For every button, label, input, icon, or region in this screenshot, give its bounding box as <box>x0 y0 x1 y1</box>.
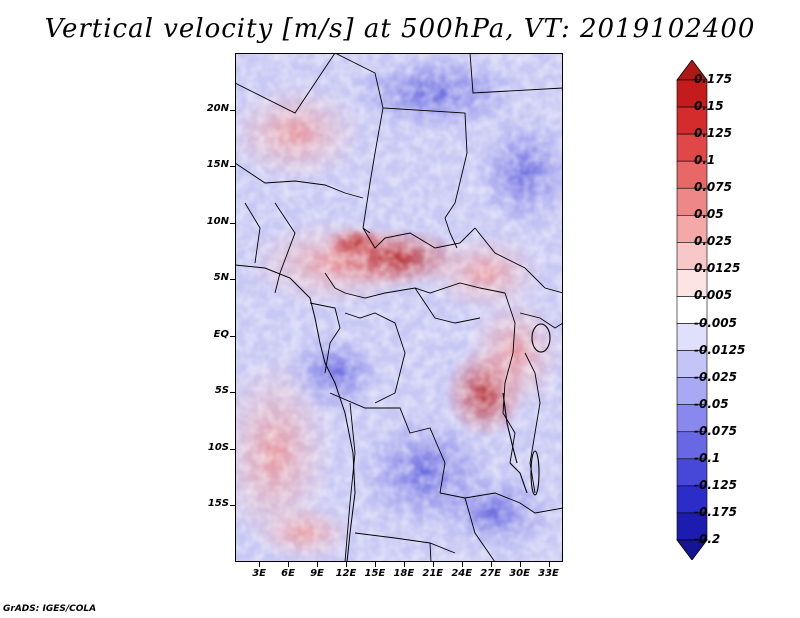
map-border <box>235 53 563 562</box>
grads-credit: GrADS: IGES/COLA <box>3 604 97 614</box>
lat-tick-mark <box>230 448 235 450</box>
map-title: Vertical velocity [m/s] at 500hPa, VT: 2… <box>44 14 756 44</box>
lon-tick-mark <box>259 562 261 567</box>
colorbar-tick-label: -0.1 <box>694 450 721 465</box>
colorbar-bin <box>676 106 708 135</box>
colorbar-bin <box>676 485 708 514</box>
lon-tick-label: 30E <box>509 568 530 579</box>
colorbar-tick-label: -0.175 <box>694 504 737 519</box>
colorbar-tick-label: 0.0125 <box>694 261 741 276</box>
lat-tick-mark <box>230 335 235 337</box>
lon-tick-mark <box>432 562 434 567</box>
colorbar-tick-label: -0.2 <box>694 532 721 546</box>
lon-tick-mark <box>519 562 521 567</box>
country-borders <box>235 53 563 562</box>
lon-tick-mark <box>403 562 405 567</box>
colorbar-bin <box>676 269 708 297</box>
colorbar-bin <box>676 323 708 351</box>
colorbar-tick-label: 0.05 <box>694 207 724 222</box>
lon-tick-label: 9E <box>310 568 324 579</box>
lon-tick-label: 24E <box>451 568 473 579</box>
colorbar-bin <box>676 187 708 216</box>
lon-tick-mark <box>345 562 347 567</box>
lat-tick-mark <box>230 279 235 281</box>
lat-tick-mark <box>230 392 235 394</box>
lon-tick-mark <box>317 562 318 567</box>
colorbar-tick-label: 0.1 <box>694 153 716 168</box>
colorbar-bin <box>676 242 708 270</box>
colorbar-tick-label: -0.0125 <box>694 342 746 357</box>
colorbar-tick-label: -0.025 <box>694 369 737 384</box>
lon-tick-label: 21E <box>422 568 444 579</box>
lon-tick-label: 12E <box>335 568 357 579</box>
lat-tick-label: 15N <box>206 159 229 171</box>
lon-tick-mark <box>461 562 463 567</box>
colorbar-tick-label: 0.005 <box>694 288 732 303</box>
velocity-map <box>235 53 563 562</box>
lon-tick-label: 33E <box>538 568 559 579</box>
lat-tick-label: 20N <box>206 102 229 114</box>
colorbar-bin <box>676 350 708 378</box>
colorbar-bin <box>676 79 708 108</box>
colorbar-tick-label: 0.175 <box>694 72 732 86</box>
lat-tick-mark <box>230 109 235 111</box>
colorbar-bin <box>676 458 708 487</box>
lat-tick-label: 10S <box>207 441 229 453</box>
colorbar-tick-label: -0.05 <box>694 396 729 411</box>
colorbar-bin <box>676 512 708 541</box>
colorbar-tick-label: 0.075 <box>694 180 732 195</box>
colorbar-tick-label: -0.075 <box>694 423 737 438</box>
lat-tick-label: 5S <box>214 385 229 397</box>
lon-tick-label: 15E <box>364 568 386 579</box>
colorbar-bin <box>676 404 708 433</box>
coastline <box>235 264 356 562</box>
colorbar-bin <box>676 214 708 243</box>
colorbar-tick-label: 0.15 <box>694 99 724 114</box>
colorbar-bin <box>676 296 708 324</box>
lon-tick-label: 18E <box>393 568 415 579</box>
lon-tick-label: 27E <box>480 568 502 579</box>
colorbar-tick-label: -0.005 <box>694 315 737 330</box>
lakes <box>502 323 551 496</box>
lon-tick-mark <box>490 562 492 567</box>
colorbar-tick-label: -0.125 <box>694 477 737 492</box>
colorbar-tick-label: 0.125 <box>694 126 732 141</box>
colorbar-min-arrow <box>676 539 708 560</box>
colorbar-bin <box>676 133 708 162</box>
lon-tick-mark <box>288 562 290 567</box>
colorbar-bin <box>676 160 708 189</box>
lat-tick-mark <box>230 505 235 507</box>
colorbar-bin <box>676 377 708 406</box>
lon-tick-label: 3E <box>252 568 266 579</box>
colorbar <box>676 60 708 560</box>
lat-tick-mark <box>230 222 235 224</box>
lon-tick-mark <box>374 562 376 567</box>
lon-tick-mark <box>548 562 550 567</box>
field-texture <box>235 53 563 562</box>
lat-tick-label: EQ <box>213 328 229 340</box>
lat-tick-label: 5N <box>213 272 229 284</box>
lat-tick-mark <box>230 166 235 168</box>
colorbar-tick-label: 0.025 <box>694 234 732 249</box>
lat-tick-label: 15S <box>207 498 229 510</box>
lon-tick-label: 6E <box>281 568 295 579</box>
lat-tick-label: 10N <box>206 215 229 227</box>
